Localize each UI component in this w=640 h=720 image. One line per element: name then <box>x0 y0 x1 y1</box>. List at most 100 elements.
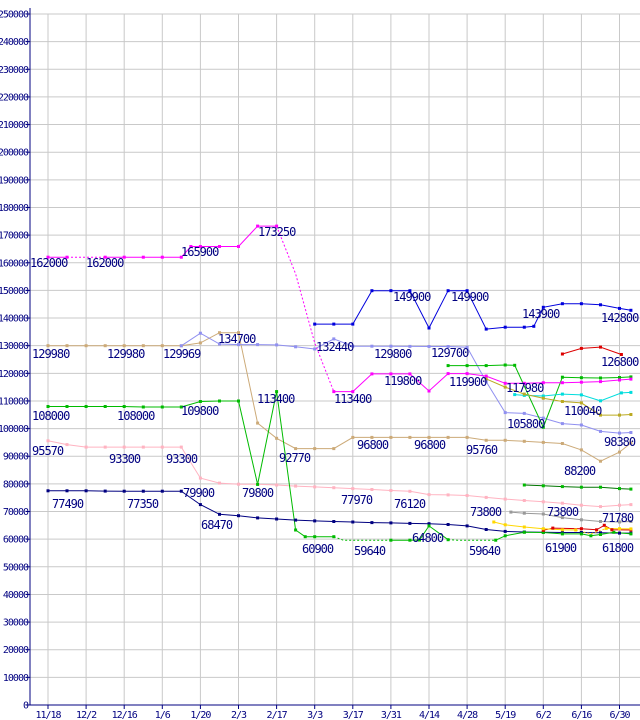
data-point-marker <box>446 523 450 526</box>
data-point-marker <box>618 527 621 531</box>
data-point-marker <box>427 435 431 439</box>
data-point-marker <box>522 525 526 529</box>
data-point-marker <box>446 372 450 376</box>
point-value-label: 64800 <box>412 531 444 545</box>
data-point-marker <box>141 405 145 409</box>
data-point-marker <box>503 529 507 533</box>
data-point-marker <box>275 483 279 487</box>
data-point-marker <box>256 224 260 228</box>
data-point-marker <box>579 393 583 397</box>
data-point-marker <box>351 322 355 326</box>
data-point-marker <box>427 522 431 526</box>
data-point-marker <box>294 345 298 349</box>
data-point-marker <box>599 345 602 349</box>
data-point-marker <box>560 375 564 379</box>
point-value-label: 93300 <box>166 452 198 466</box>
data-point-marker <box>629 431 633 434</box>
data-point-marker <box>84 405 88 408</box>
data-point-marker <box>579 423 583 427</box>
data-point-marker <box>237 399 240 403</box>
data-point-marker <box>599 303 602 307</box>
x-axis-tick-label: 2/17 <box>267 710 288 720</box>
point-value-label: 59640 <box>469 544 501 558</box>
data-point-marker <box>103 344 107 348</box>
data-point-marker <box>275 390 279 394</box>
y-axis-tick-label: 90000 <box>3 452 29 463</box>
data-point-marker <box>313 485 317 489</box>
data-point-marker <box>141 445 145 449</box>
data-point-marker <box>602 523 606 527</box>
data-point-marker <box>294 518 298 522</box>
data-point-marker <box>179 344 183 348</box>
data-point-marker <box>522 325 526 329</box>
data-point-marker <box>629 527 633 531</box>
data-point-marker <box>484 495 488 499</box>
data-point-marker <box>599 413 602 417</box>
data-point-marker <box>160 255 164 259</box>
data-point-marker <box>160 405 164 409</box>
point-value-label: 129980 <box>32 347 70 361</box>
data-point-marker <box>560 352 564 356</box>
data-point-marker <box>237 482 240 486</box>
data-point-marker <box>370 289 374 293</box>
y-axis-tick-label: 110000 <box>0 396 29 407</box>
point-value-label: 68470 <box>201 518 233 532</box>
data-point-marker <box>541 425 545 429</box>
data-point-marker <box>408 372 412 376</box>
axis-tick-labels: 0 10000 20000 30000 40000 50000 60000 70000 8000… <box>0 10 632 720</box>
point-value-label: 162000 <box>86 256 124 270</box>
point-value-label: 73800 <box>470 505 502 519</box>
point-value-label: 76120 <box>394 497 426 511</box>
point-value-label: 149900 <box>393 290 431 304</box>
point-value-label: 73800 <box>547 505 579 519</box>
x-axis-tick-label: 6/30 <box>609 710 630 720</box>
data-point-marker <box>46 344 50 348</box>
x-axis-tick-label: 4/14 <box>419 710 440 720</box>
data-point-marker <box>427 524 431 528</box>
data-point-marker <box>541 484 545 488</box>
data-point-marker <box>332 337 336 341</box>
point-value-label: 113400 <box>334 392 372 406</box>
data-point-marker <box>503 523 507 527</box>
data-point-marker <box>560 516 564 520</box>
point-value-label: 77490 <box>52 497 84 511</box>
data-point-marker <box>541 416 545 420</box>
data-point-marker <box>629 377 633 381</box>
data-point-marker <box>408 435 412 439</box>
y-axis-tick-label: 30000 <box>3 618 29 629</box>
point-value-label: 129700 <box>431 346 469 360</box>
data-point-marker <box>294 528 298 532</box>
series-line-yellow <box>493 521 576 531</box>
data-point-marker <box>522 511 526 515</box>
data-point-marker <box>351 344 355 348</box>
data-point-marker <box>332 447 336 451</box>
data-point-marker <box>122 344 126 348</box>
data-point-marker <box>579 380 583 384</box>
data-point-marker <box>294 484 298 488</box>
data-point-marker <box>408 489 412 493</box>
data-point-marker <box>141 255 145 259</box>
point-value-label: 113400 <box>257 392 295 406</box>
x-axis-tick-label: 5/19 <box>495 710 516 720</box>
data-point-marker <box>179 405 183 409</box>
data-point-marker <box>560 400 564 403</box>
data-point-marker <box>484 438 488 442</box>
data-point-marker <box>522 392 526 396</box>
data-point-marker <box>332 390 336 394</box>
series-line-green-volatile <box>495 531 631 541</box>
data-point-marker <box>237 245 240 248</box>
x-axis-tick-label: 4/28 <box>457 710 478 720</box>
data-point-marker <box>256 421 260 425</box>
data-point-marker <box>465 494 469 497</box>
data-point-marker <box>275 343 279 347</box>
data-point-marker <box>198 331 202 335</box>
point-value-label: 95570 <box>32 444 64 458</box>
data-point-marker <box>503 325 507 329</box>
series-line-red-top <box>562 346 622 355</box>
data-point-marker <box>484 374 488 378</box>
data-point-marker <box>313 519 317 523</box>
point-value-label: 60900 <box>302 542 334 556</box>
point-value-label: 59640 <box>354 544 386 558</box>
